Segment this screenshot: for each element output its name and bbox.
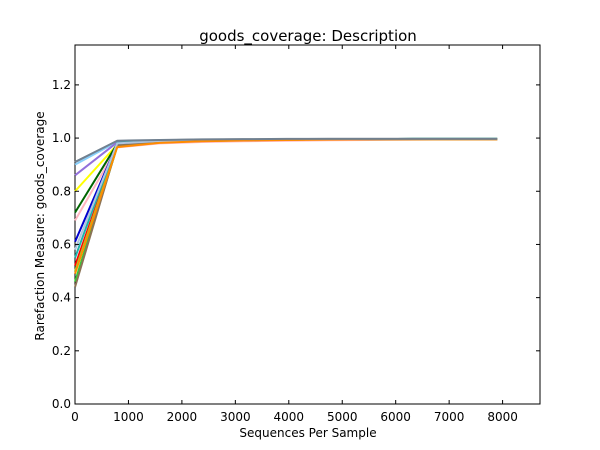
- x-tick-label: 0: [71, 410, 79, 424]
- x-tick-label: 3000: [220, 410, 251, 424]
- plot-frame: [74, 44, 541, 405]
- y-tick-label: 0.2: [52, 344, 71, 358]
- y-tick-label: 1.0: [52, 131, 71, 145]
- y-axis-label: Rarefaction Measure: goods_coverage: [33, 111, 47, 340]
- plot-area: [74, 44, 541, 405]
- x-tick-label: 2000: [167, 410, 198, 424]
- y-tick-label: 0.0: [52, 397, 71, 411]
- x-tick-label: 6000: [380, 410, 411, 424]
- x-tick-label: 5000: [327, 410, 358, 424]
- x-tick-label: 7000: [434, 410, 465, 424]
- y-tick-label: 0.6: [52, 237, 71, 251]
- ticks-layer: 0 1000 2000 3000 4000 5000 6000 7000 8000 0.0 0.2 0…: [52, 45, 540, 424]
- x-tick-label: 4000: [274, 410, 305, 424]
- x-axis-label: Sequences Per Sample: [239, 426, 376, 440]
- y-tick-label: 0.8: [52, 184, 71, 198]
- y-tick-label: 1.2: [52, 78, 71, 92]
- chart-title: goods_coverage: Description: [199, 27, 417, 46]
- x-tick-label: 8000: [487, 410, 518, 424]
- x-tick-label: 1000: [113, 410, 144, 424]
- series-line-15: [74, 137, 498, 163]
- y-tick-label: 0.4: [52, 291, 71, 305]
- series-layer: [74, 137, 498, 288]
